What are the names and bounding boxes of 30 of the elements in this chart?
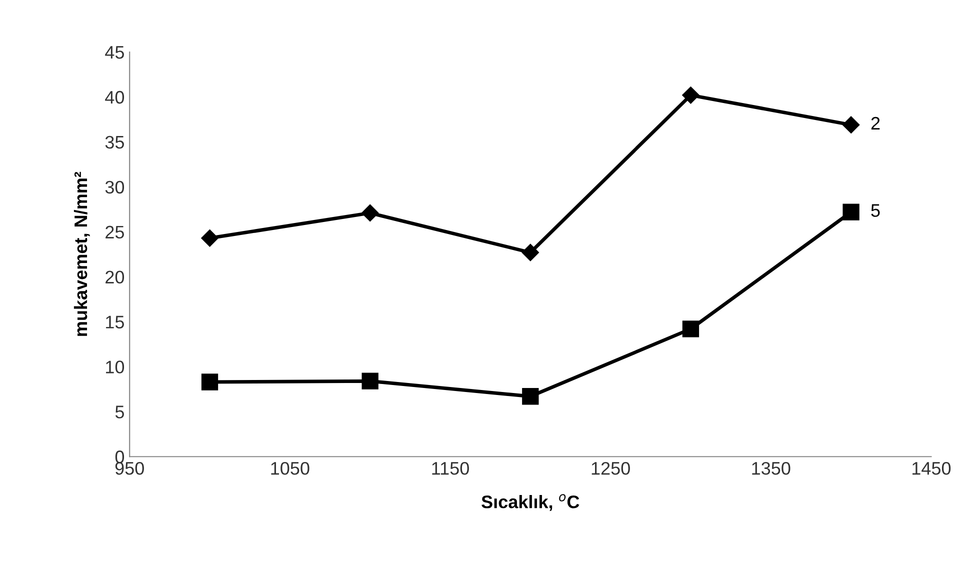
x-tick-label: 1450 [912, 462, 951, 475]
y-tick-label: 40 [105, 90, 124, 104]
point [201, 374, 218, 390]
y-tick-label: 30 [105, 180, 124, 194]
point [522, 244, 539, 262]
series-label: 5 [871, 204, 880, 217]
x-tick-label: 1150 [432, 462, 469, 475]
point [201, 230, 218, 247]
x-tick-label: 1350 [752, 462, 790, 475]
y-tick-label: 20 [106, 270, 124, 284]
x-tick-label: 1250 [592, 462, 630, 475]
x-tick-label: 1050 [271, 462, 310, 475]
point [682, 86, 700, 104]
y-tick-label: 5 [115, 406, 124, 418]
y-tick-label: 10 [106, 360, 124, 374]
point [842, 116, 860, 134]
y-tick-label: 0 [115, 450, 124, 464]
x-tick-label: 950 [115, 462, 144, 475]
point [522, 388, 539, 405]
point [362, 204, 379, 222]
x-axis-title: Sıcaklık, $^{o}$C [482, 494, 580, 511]
y-tick-label: 45 [105, 46, 124, 59]
point [682, 320, 700, 338]
series-label: 2 [871, 116, 880, 130]
y-tick-label: 25 [106, 226, 124, 239]
point [362, 372, 378, 390]
y-axis-title: mukavemet, N/mm² [74, 172, 90, 336]
y-tick-label: 35 [105, 136, 124, 149]
point [842, 204, 860, 220]
y-tick-label: 15 [106, 316, 124, 328]
